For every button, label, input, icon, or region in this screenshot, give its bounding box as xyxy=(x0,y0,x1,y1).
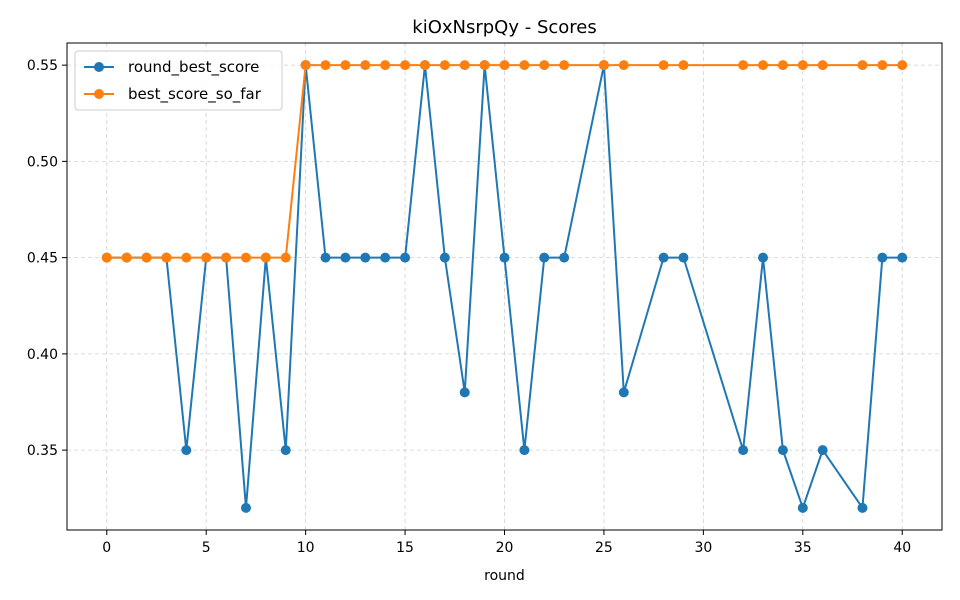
x-axis-label: round xyxy=(484,568,525,584)
data-point-best_score_so_far xyxy=(817,60,828,71)
axis-ticks: 0 5 10 15 20 25 30 35 40 0.35 0.40 0.45 0.50 0.55 xyxy=(27,58,911,556)
data-point-best_score_so_far xyxy=(161,252,172,263)
data-point-best_score_so_far xyxy=(559,60,570,71)
data-point-best_score_so_far xyxy=(618,60,629,71)
legend-box xyxy=(74,50,283,111)
data-point-round_best_score xyxy=(519,445,530,456)
data-point-best_score_so_far xyxy=(777,60,788,71)
series-best_score_so_far xyxy=(101,60,908,263)
series xyxy=(101,60,908,513)
data-point-round_best_score xyxy=(320,252,331,263)
chart-title: kiOxNsrpQy - Scores xyxy=(412,17,596,38)
data-point-best_score_so_far xyxy=(141,252,152,263)
data-point-round_best_score xyxy=(400,252,411,263)
data-point-best_score_so_far xyxy=(419,60,430,71)
series-line-round_best_score xyxy=(106,64,903,509)
y-tick-label: 0.55 xyxy=(27,58,58,74)
x-tick-label: 40 xyxy=(893,540,911,556)
legend-label-round_best_score: round_best_score xyxy=(128,58,259,77)
data-point-best_score_so_far xyxy=(897,60,908,71)
data-point-round_best_score xyxy=(280,445,291,456)
x-tick-label: 25 xyxy=(595,540,613,556)
data-point-best_score_so_far xyxy=(221,252,232,263)
plot-frame xyxy=(66,42,943,531)
x-tick-label: 0 xyxy=(102,540,111,556)
data-point-round_best_score xyxy=(777,445,788,456)
data-point-best_score_so_far xyxy=(260,252,271,263)
data-point-round_best_score xyxy=(758,252,769,263)
data-point-best_score_so_far xyxy=(758,60,769,71)
data-point-round_best_score xyxy=(559,252,570,263)
data-point-best_score_so_far xyxy=(400,60,411,71)
x-tick-label: 10 xyxy=(297,540,315,556)
grid xyxy=(67,43,942,530)
y-tick-label: 0.45 xyxy=(27,251,58,267)
data-point-best_score_so_far xyxy=(240,252,251,263)
data-point-round_best_score xyxy=(380,252,391,263)
data-point-best_score_so_far xyxy=(280,252,291,263)
data-point-round_best_score xyxy=(499,252,510,263)
data-point-round_best_score xyxy=(897,252,908,263)
data-point-round_best_score xyxy=(539,252,550,263)
data-point-round_best_score xyxy=(738,445,749,456)
data-point-best_score_so_far xyxy=(181,252,192,263)
data-point-round_best_score xyxy=(459,387,470,398)
legend-marker-best_score_so_far xyxy=(94,89,104,99)
data-point-best_score_so_far xyxy=(320,60,331,71)
data-point-best_score_so_far xyxy=(201,252,212,263)
data-point-best_score_so_far xyxy=(678,60,689,71)
legend: round_best_score best_score_so_far xyxy=(74,50,283,111)
data-point-best_score_so_far xyxy=(738,60,749,71)
data-point-best_score_so_far xyxy=(877,60,888,71)
data-point-best_score_so_far xyxy=(598,60,609,71)
data-point-best_score_so_far xyxy=(380,60,391,71)
data-point-best_score_so_far xyxy=(539,60,550,71)
x-tick-label: 5 xyxy=(202,540,211,556)
data-point-round_best_score xyxy=(857,502,868,513)
data-point-round_best_score xyxy=(181,445,192,456)
data-point-best_score_so_far xyxy=(857,60,868,71)
data-point-best_score_so_far xyxy=(340,60,351,71)
x-tick-label: 30 xyxy=(694,540,712,556)
y-tick-label: 0.50 xyxy=(27,154,58,170)
data-point-best_score_so_far xyxy=(121,252,132,263)
data-point-round_best_score xyxy=(240,502,251,513)
data-point-best_score_so_far xyxy=(519,60,530,71)
data-point-round_best_score xyxy=(360,252,371,263)
data-point-best_score_so_far xyxy=(658,60,669,71)
data-point-round_best_score xyxy=(340,252,351,263)
y-tick-label: 0.35 xyxy=(27,443,58,459)
x-tick-label: 20 xyxy=(496,540,514,556)
data-point-best_score_so_far xyxy=(439,60,450,71)
data-point-best_score_so_far xyxy=(360,60,371,71)
data-point-round_best_score xyxy=(439,252,450,263)
data-point-round_best_score xyxy=(678,252,689,263)
data-point-round_best_score xyxy=(797,502,808,513)
legend-label-best_score_so_far: best_score_so_far xyxy=(128,85,262,104)
legend-marker-round_best_score xyxy=(94,62,104,72)
y-tick-label: 0.40 xyxy=(27,347,58,363)
data-point-round_best_score xyxy=(618,387,629,398)
data-point-best_score_so_far xyxy=(797,60,808,71)
data-point-best_score_so_far xyxy=(459,60,470,71)
data-point-round_best_score xyxy=(658,252,669,263)
data-point-best_score_so_far xyxy=(499,60,510,71)
data-point-round_best_score xyxy=(817,445,828,456)
data-point-round_best_score xyxy=(877,252,888,263)
data-point-best_score_so_far xyxy=(300,60,311,71)
data-point-best_score_so_far xyxy=(101,252,112,263)
x-tick-label: 15 xyxy=(396,540,414,556)
x-tick-label: 35 xyxy=(794,540,812,556)
data-point-best_score_so_far xyxy=(479,60,490,71)
